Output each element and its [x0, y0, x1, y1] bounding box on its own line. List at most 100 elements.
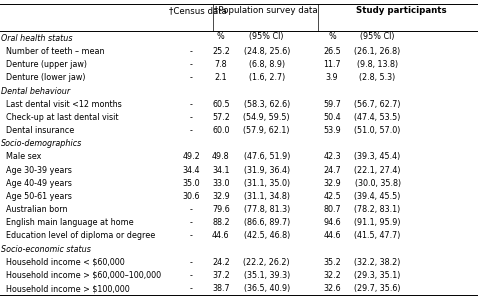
- Text: (29.3, 35.1): (29.3, 35.1): [354, 271, 401, 280]
- Text: -: -: [190, 284, 193, 293]
- Text: (31.1, 34.8): (31.1, 34.8): [244, 192, 290, 201]
- Text: %: %: [328, 32, 336, 41]
- Text: Number of teeth – mean: Number of teeth – mean: [6, 47, 104, 56]
- Text: (39.3, 45.4): (39.3, 45.4): [355, 152, 401, 161]
- Text: 79.6: 79.6: [212, 205, 230, 214]
- Text: 32.9: 32.9: [212, 192, 230, 201]
- Text: Age 50-61 years: Age 50-61 years: [6, 192, 72, 201]
- Text: 44.6: 44.6: [212, 231, 229, 240]
- Text: (30.0, 35.8): (30.0, 35.8): [355, 179, 401, 188]
- Text: -: -: [190, 231, 193, 240]
- Text: 60.0: 60.0: [212, 126, 229, 135]
- Text: 26.5: 26.5: [323, 47, 341, 56]
- Text: (6.8, 8.9): (6.8, 8.9): [249, 60, 285, 69]
- Text: (2.8, 5.3): (2.8, 5.3): [359, 73, 396, 82]
- Text: Household income > $60,000–100,000: Household income > $60,000–100,000: [6, 271, 161, 280]
- Text: 38.7: 38.7: [212, 284, 229, 293]
- Text: (77.8, 81.3): (77.8, 81.3): [244, 205, 290, 214]
- Text: -: -: [190, 258, 193, 267]
- Text: 94.6: 94.6: [324, 218, 341, 227]
- Text: -: -: [190, 205, 193, 214]
- Text: -: -: [190, 126, 193, 135]
- Text: 59.7: 59.7: [323, 100, 341, 109]
- Text: 37.2: 37.2: [212, 271, 230, 280]
- Text: 53.9: 53.9: [323, 126, 341, 135]
- Text: Age 40-49 years: Age 40-49 years: [6, 179, 72, 188]
- Text: (95% CI): (95% CI): [360, 32, 395, 41]
- Text: 80.7: 80.7: [324, 205, 341, 214]
- Text: -: -: [190, 113, 193, 122]
- Text: Household income > $100,000: Household income > $100,000: [6, 284, 130, 293]
- Text: (78.2, 83.1): (78.2, 83.1): [355, 205, 401, 214]
- Text: (31.1, 35.0): (31.1, 35.0): [244, 179, 290, 188]
- Text: Denture (lower jaw): Denture (lower jaw): [6, 73, 85, 82]
- Text: Education level of diploma or degree: Education level of diploma or degree: [6, 231, 155, 240]
- Text: -: -: [190, 218, 193, 227]
- Text: Age 30-39 years: Age 30-39 years: [6, 165, 72, 175]
- Text: -: -: [190, 47, 193, 56]
- Text: -: -: [190, 60, 193, 69]
- Text: (58.3, 62.6): (58.3, 62.6): [244, 100, 290, 109]
- Text: (9.8, 13.8): (9.8, 13.8): [357, 60, 398, 69]
- Text: †Population survey data: †Population survey data: [215, 6, 318, 15]
- Text: 57.2: 57.2: [212, 113, 230, 122]
- Text: 35.0: 35.0: [183, 179, 200, 188]
- Text: (86.6, 89.7): (86.6, 89.7): [244, 218, 290, 227]
- Text: 24.2: 24.2: [212, 258, 230, 267]
- Text: (36.5, 40.9): (36.5, 40.9): [244, 284, 290, 293]
- Text: (35.1, 39.3): (35.1, 39.3): [244, 271, 290, 280]
- Text: Dental insurance: Dental insurance: [6, 126, 74, 135]
- Text: Denture (upper jaw): Denture (upper jaw): [6, 60, 87, 69]
- Text: English main language at home: English main language at home: [6, 218, 133, 227]
- Text: -: -: [190, 73, 193, 82]
- Text: Dental behaviour: Dental behaviour: [1, 86, 70, 96]
- Text: (47.6, 51.9): (47.6, 51.9): [243, 152, 290, 161]
- Text: (1.6, 2.7): (1.6, 2.7): [249, 73, 285, 82]
- Text: (32.2, 38.2): (32.2, 38.2): [354, 258, 401, 267]
- Text: 60.5: 60.5: [212, 100, 229, 109]
- Text: 35.2: 35.2: [323, 258, 341, 267]
- Text: (26.1, 26.8): (26.1, 26.8): [355, 47, 401, 56]
- Text: (39.4, 45.5): (39.4, 45.5): [354, 192, 401, 201]
- Text: (41.5, 47.7): (41.5, 47.7): [354, 231, 401, 240]
- Text: 42.5: 42.5: [323, 192, 341, 201]
- Text: -: -: [190, 271, 193, 280]
- Text: Socio-demographics: Socio-demographics: [1, 139, 82, 148]
- Text: (47.4, 53.5): (47.4, 53.5): [354, 113, 401, 122]
- Text: (22.1, 27.4): (22.1, 27.4): [354, 165, 401, 175]
- Text: (29.7, 35.6): (29.7, 35.6): [354, 284, 401, 293]
- Text: 3.9: 3.9: [326, 73, 338, 82]
- Text: (56.7, 62.7): (56.7, 62.7): [354, 100, 401, 109]
- Text: 11.7: 11.7: [324, 60, 341, 69]
- Text: Study participants: Study participants: [356, 6, 447, 15]
- Text: (95% CI): (95% CI): [250, 32, 284, 41]
- Text: 42.3: 42.3: [324, 152, 341, 161]
- Text: (42.5, 46.8): (42.5, 46.8): [244, 231, 290, 240]
- Text: †Census data: †Census data: [169, 6, 228, 15]
- Text: Household income < $60,000: Household income < $60,000: [6, 258, 124, 267]
- Text: 49.2: 49.2: [182, 152, 200, 161]
- Text: Male sex: Male sex: [6, 152, 41, 161]
- Text: 33.0: 33.0: [212, 179, 229, 188]
- Text: 32.2: 32.2: [323, 271, 341, 280]
- Text: 88.2: 88.2: [212, 218, 229, 227]
- Text: (91.1, 95.9): (91.1, 95.9): [354, 218, 401, 227]
- Text: Check-up at last dental visit: Check-up at last dental visit: [6, 113, 118, 122]
- Text: Socio-economic status: Socio-economic status: [1, 244, 91, 254]
- Text: 49.8: 49.8: [212, 152, 229, 161]
- Text: 34.1: 34.1: [212, 165, 229, 175]
- Text: 34.4: 34.4: [183, 165, 200, 175]
- Text: -: -: [190, 100, 193, 109]
- Text: (22.2, 26.2): (22.2, 26.2): [243, 258, 290, 267]
- Text: Oral health status: Oral health status: [1, 34, 73, 43]
- Text: (54.9, 59.5): (54.9, 59.5): [243, 113, 290, 122]
- Text: 24.7: 24.7: [323, 165, 341, 175]
- Text: Last dental visit <12 months: Last dental visit <12 months: [6, 100, 121, 109]
- Text: 50.4: 50.4: [324, 113, 341, 122]
- Text: (51.0, 57.0): (51.0, 57.0): [354, 126, 401, 135]
- Text: (57.9, 62.1): (57.9, 62.1): [243, 126, 290, 135]
- Text: Australian born: Australian born: [6, 205, 67, 214]
- Text: (24.8, 25.6): (24.8, 25.6): [243, 47, 290, 56]
- Text: 2.1: 2.1: [215, 73, 227, 82]
- Text: 44.6: 44.6: [324, 231, 341, 240]
